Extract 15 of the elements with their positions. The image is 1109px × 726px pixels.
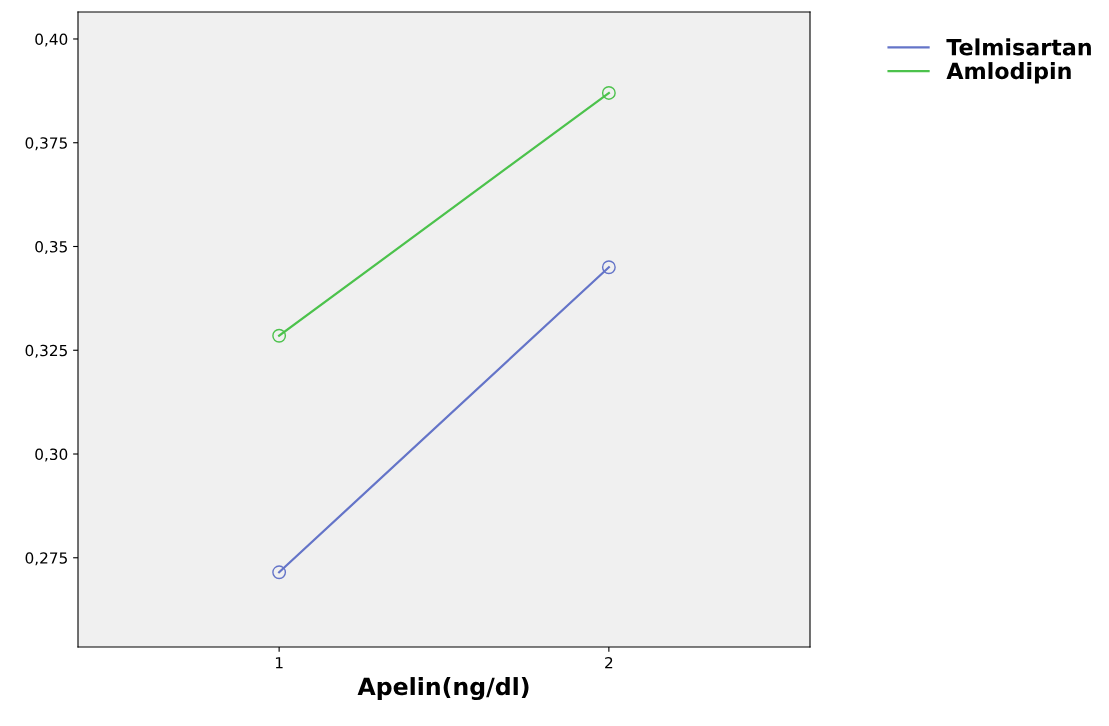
point bbox=[601, 260, 616, 275]
x-tick-label: 1 bbox=[275, 657, 283, 669]
point bbox=[272, 565, 287, 580]
y-tick-label: 0,325 bbox=[25, 344, 67, 358]
point bbox=[601, 85, 616, 100]
point bbox=[272, 328, 287, 343]
y-tick-label: 0,30 bbox=[35, 448, 68, 462]
x-axis-title: Apelin(ng/dl) bbox=[357, 677, 529, 701]
y-tick-label: 0,275 bbox=[25, 552, 67, 566]
legend-label: Amlodipin bbox=[946, 62, 1071, 84]
legend-label: Telmisartan bbox=[946, 38, 1091, 56]
y-tick-label: 0,40 bbox=[35, 33, 68, 47]
y-tick-label: 0,375 bbox=[25, 137, 67, 151]
x-tick-label: 2 bbox=[605, 656, 613, 669]
y-tick-label: 0,35 bbox=[35, 240, 67, 255]
